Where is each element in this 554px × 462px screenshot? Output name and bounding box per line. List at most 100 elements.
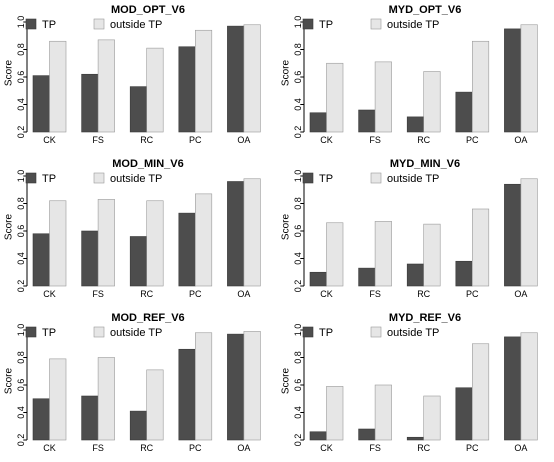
bar-pc-tp [455,387,473,441]
y-axis-label: Score [4,60,15,87]
legend-label-outside-tp: outside TP [387,19,439,31]
chart-title: MYD_REF_V6 [389,312,461,324]
legend-label-outside-tp: outside TP [387,173,439,185]
legend-swatch-tp [302,172,314,184]
legend-label-outside-tp: outside TP [110,327,162,339]
y-tick-label: 0.4 [16,406,26,419]
y-tick-label: 0.8 [16,43,26,56]
chart-panel-2: MYD_OPT_V6 0.2 0.4 0.6 0.8 1.0 Score CK FS RC PC OA… [281,4,538,145]
bar-pc-outside-tp [195,332,213,441]
chart-title: MOD_OPT_V6 [111,4,185,16]
y-tick-label: 0.6 [293,379,303,392]
y-tick-label: 0.6 [293,225,303,238]
bar-pc-outside-tp [472,208,490,287]
bar-oa-outside-tp [243,24,261,133]
bar-fs-tp [358,428,376,441]
y-tick-label: 0.2 [16,434,26,447]
legend-swatch-outside-tp [93,326,105,338]
y-tick-label: 0.8 [293,351,303,364]
bar-oa-tp [504,28,522,133]
y-tick-label: 1.0 [16,170,26,183]
bar-oa-outside-tp [520,178,538,287]
bar-pc-outside-tp [195,193,213,287]
bar-fs-tp [358,267,376,287]
x-tick-label: RC [417,135,430,145]
bar-oa-tp [504,336,522,441]
x-tick-label: PC [189,289,202,299]
bar-fs-outside-tp [97,39,115,133]
bar-ck-outside-tp [49,40,67,133]
y-tick-label: 0.2 [293,434,303,447]
bar-rc-outside-tp [423,223,441,287]
legend-label-outside-tp: outside TP [110,173,162,185]
y-tick-label: 1.0 [293,324,303,337]
x-tick-label: RC [417,289,430,299]
y-tick-label: 0.6 [16,71,26,84]
bar-pc-tp [178,348,196,441]
bar-ck-tp [309,271,327,287]
x-tick-label: CK [43,289,56,299]
y-tick-label: 1.0 [293,170,303,183]
chart-panel-4: MYD_MIN_V6 0.2 0.4 0.6 0.8 1.0 Score CK FS RC PC OA… [281,158,538,299]
bar-pc-tp [178,46,196,133]
bar-rc-tp [129,410,147,441]
bar-oa-tp [504,183,522,287]
y-tick-label: 0.4 [16,98,26,111]
legend-label-tp: TP [42,173,56,185]
bar-rc-tp [406,116,424,133]
bar-ck-outside-tp [49,358,67,441]
legend-swatch-tp [25,18,37,30]
chart-title: MOD_REF_V6 [111,312,184,324]
x-tick-label: OA [514,289,527,299]
bar-oa-outside-tp [520,24,538,133]
y-tick-label: 0.8 [16,197,26,210]
y-axis-label: Score [281,214,292,241]
chart-title: MOD_MIN_V6 [112,158,184,170]
bar-rc-tp [129,86,147,133]
y-tick-label: 1.0 [16,16,26,29]
chart-panel-5: MOD_REF_V6 0.2 0.4 0.6 0.8 1.0 Score CK FS RC PC OA… [4,312,261,453]
y-tick-label: 0.6 [16,225,26,238]
legend-label-tp: TP [319,19,333,31]
bar-fs-outside-tp [374,221,392,287]
chart-title: MYD_MIN_V6 [390,158,460,170]
legend-swatch-outside-tp [370,326,382,338]
x-tick-label: CK [320,135,333,145]
bar-oa-tp [227,333,245,441]
y-tick-label: 0.4 [293,406,303,419]
x-tick-label: OA [237,135,250,145]
legend-label-outside-tp: outside TP [387,327,439,339]
legend-label-tp: TP [42,19,56,31]
y-tick-label: 0.2 [16,280,26,293]
x-tick-label: PC [466,443,479,453]
y-tick-label: 0.4 [293,98,303,111]
bar-oa-tp [227,25,245,133]
bar-rc-outside-tp [146,47,164,133]
y-tick-label: 0.8 [293,197,303,210]
bar-ck-tp [309,112,327,133]
bar-rc-outside-tp [146,369,164,441]
legend-label-tp: TP [42,327,56,339]
chart-panel-3: MOD_MIN_V6 0.2 0.4 0.6 0.8 1.0 Score CK FS RC PC OA… [4,158,261,299]
bar-ck-tp [32,233,50,287]
x-tick-label: OA [237,443,250,453]
bar-fs-tp [81,395,99,441]
bar-oa-outside-tp [243,178,261,287]
bar-fs-outside-tp [374,384,392,441]
y-tick-label: 0.8 [16,351,26,364]
y-tick-label: 0.8 [293,43,303,56]
legend-swatch-tp [25,172,37,184]
bar-oa-tp [227,181,245,287]
legend-swatch-outside-tp [370,18,382,30]
x-tick-label: FS [369,443,381,453]
bar-pc-tp [455,91,473,133]
bar-ck-outside-tp [326,386,344,441]
y-axis-label: Score [4,214,15,241]
bar-fs-outside-tp [97,357,115,441]
legend-swatch-outside-tp [93,18,105,30]
x-tick-label: CK [43,135,56,145]
bar-ck-tp [32,398,50,441]
bar-ck-tp [309,431,327,441]
x-tick-label: CK [320,443,333,453]
x-tick-label: CK [43,443,56,453]
